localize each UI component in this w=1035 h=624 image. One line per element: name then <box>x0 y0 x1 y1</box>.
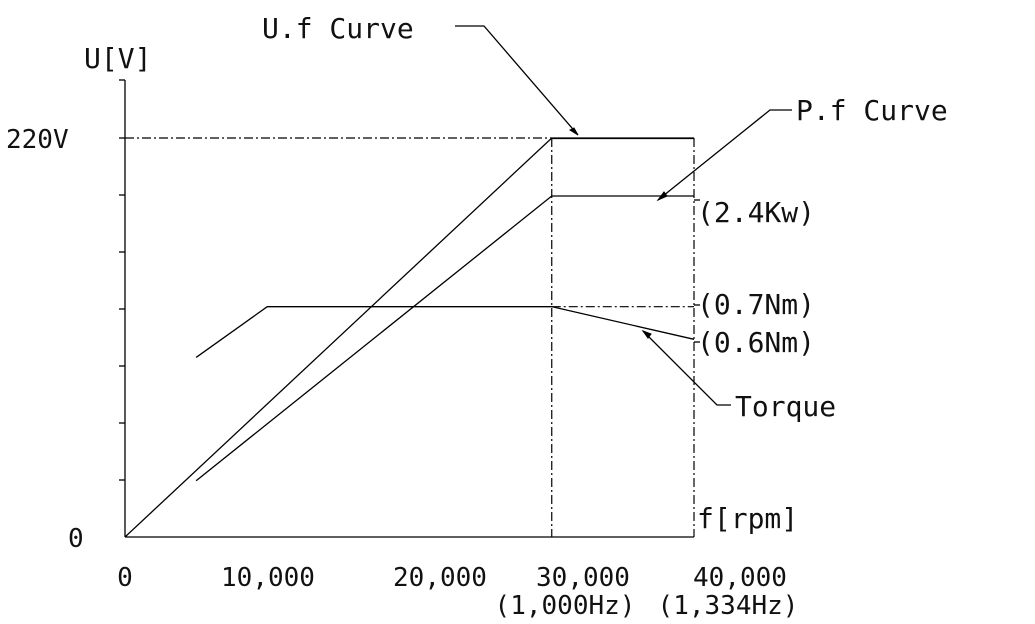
annotation-uf-curve: U.f Curve <box>262 12 414 45</box>
x-tick-label-30000: 30,000 <box>536 563 630 593</box>
y-tick-marks <box>119 79 125 481</box>
leader-pf-curve <box>657 109 792 201</box>
series-lines <box>124 137 695 538</box>
arrow-torque <box>641 329 652 339</box>
x-tick-label-20000: 20,000 <box>393 563 487 593</box>
x-tick-label-40000: 40,000 <box>693 563 787 593</box>
leader-torque <box>642 330 731 406</box>
y-tick-label-0: 0 <box>68 524 84 554</box>
y-tick-label-220: 220V <box>6 125 69 155</box>
series-uf-curve <box>124 137 694 538</box>
arrow-uf-curve <box>568 127 579 136</box>
x-tick-label-10000: 10,000 <box>221 563 315 593</box>
annotation-leaders <box>455 25 792 406</box>
arrow-pf-curve <box>656 191 668 202</box>
x-tick-label-0: 0 <box>117 563 133 593</box>
x-tick-sublabel-40000: (1,334Hz) <box>658 591 799 621</box>
annotation-torque-min: (0.6Nm) <box>697 326 815 359</box>
annotation-pf-curve: P.f Curve <box>796 94 948 127</box>
annotation-torque-max: (0.7Nm) <box>697 288 815 321</box>
x-axis-label: f[rpm] <box>697 502 798 535</box>
series-pf-curve <box>195 195 694 482</box>
leader-uf-curve <box>455 25 579 136</box>
y-axis-label: U[V] <box>84 42 151 75</box>
guide-lines <box>125 137 695 537</box>
series-torque <box>195 306 695 358</box>
annotation-power: (2.4Kw) <box>697 196 815 229</box>
annotation-torque: Torque <box>735 390 836 423</box>
x-tick-sublabel-30000: (1,000Hz) <box>495 591 636 621</box>
